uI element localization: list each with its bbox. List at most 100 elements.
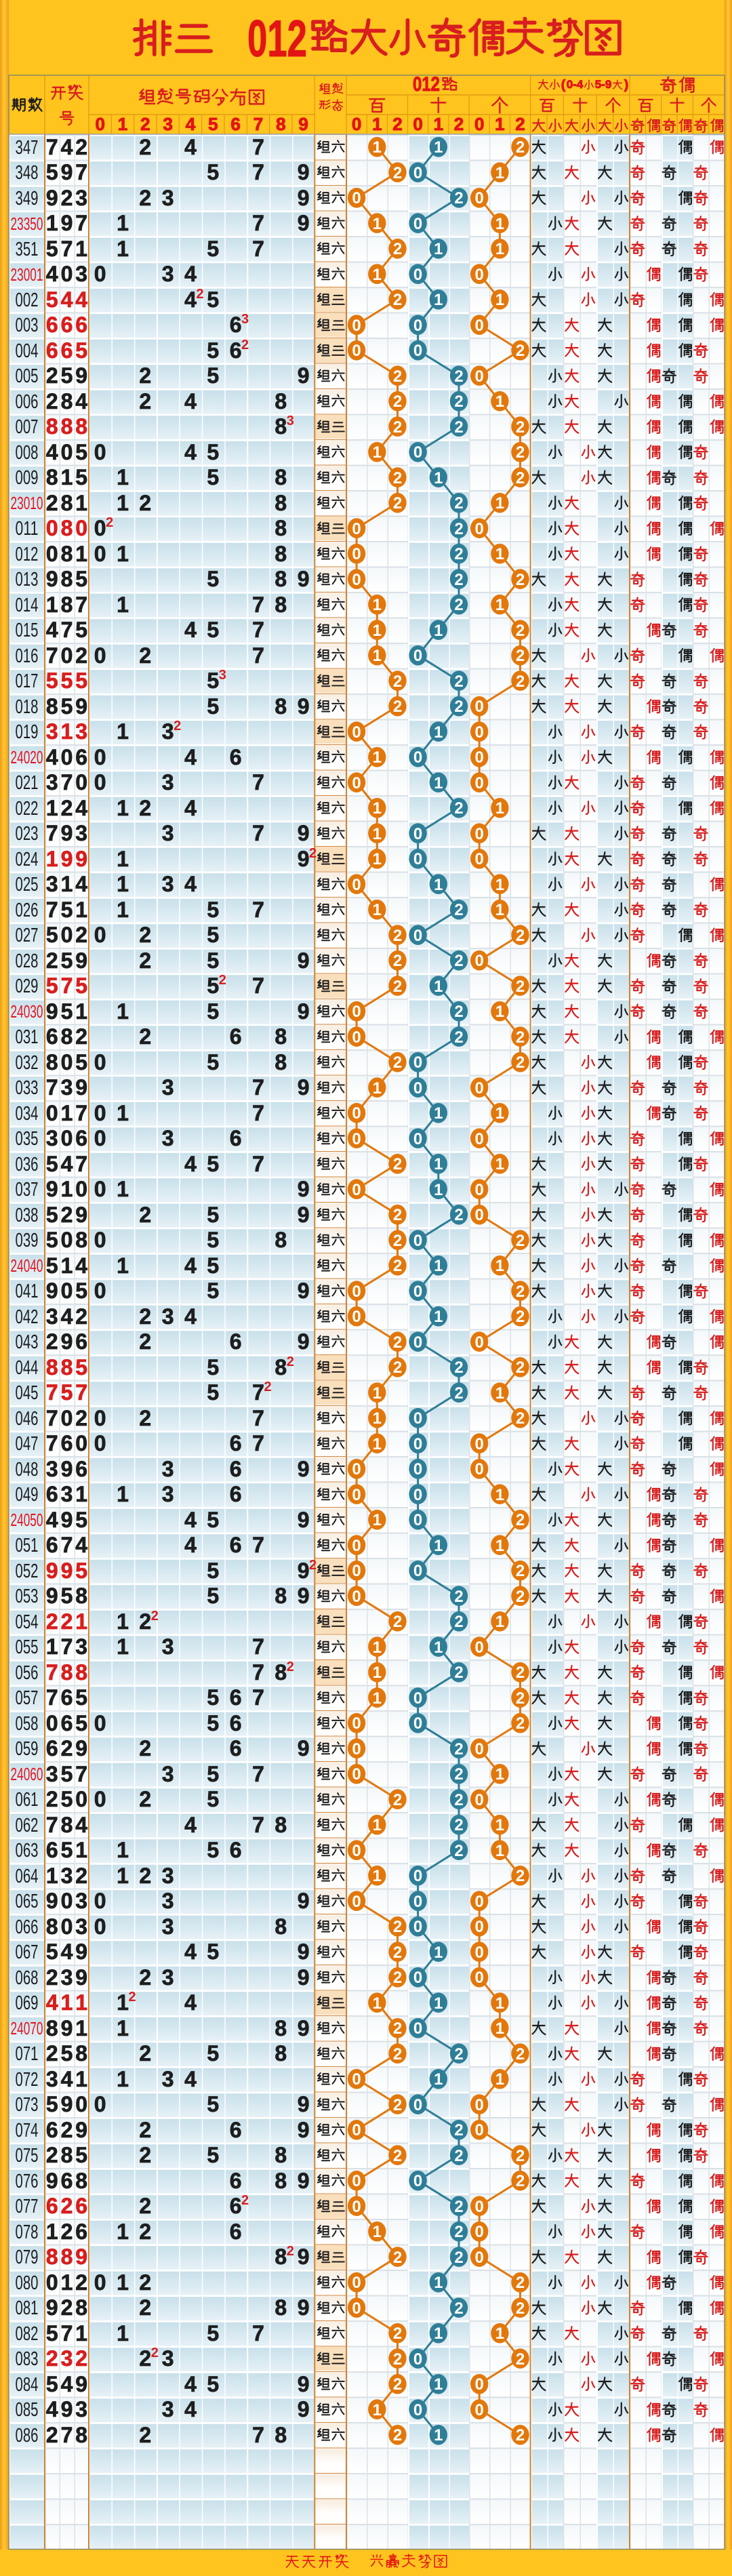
svg-text:4: 4	[61, 1152, 73, 1176]
svg-text:0: 0	[352, 2070, 361, 2089]
svg-text:2: 2	[454, 393, 463, 411]
svg-text:2: 2	[61, 1203, 73, 1227]
svg-text:0: 0	[475, 748, 484, 767]
svg-text:5: 5	[207, 160, 219, 184]
svg-text:7: 7	[61, 973, 73, 998]
svg-text:0: 0	[475, 2249, 484, 2267]
svg-text:1: 1	[75, 999, 87, 1024]
svg-text:9: 9	[298, 1177, 310, 1201]
svg-text:065: 065	[16, 1891, 39, 1912]
svg-text:1: 1	[495, 1104, 504, 1123]
svg-text:2: 2	[516, 342, 525, 360]
svg-text:041: 041	[16, 1281, 39, 1302]
svg-text:2: 2	[139, 1329, 151, 1354]
svg-text:1: 1	[434, 1537, 443, 1555]
svg-text:2: 2	[393, 2426, 402, 2444]
svg-text:1: 1	[75, 1838, 87, 1862]
svg-text:037: 037	[16, 1179, 39, 1201]
svg-text:9: 9	[46, 2169, 58, 2193]
svg-text:073: 073	[16, 2094, 39, 2116]
svg-text:0: 0	[94, 1889, 106, 1913]
svg-text:5: 5	[207, 1050, 219, 1074]
svg-text:0: 0	[352, 317, 361, 335]
svg-text:2: 2	[139, 491, 151, 515]
svg-text:7: 7	[252, 160, 264, 184]
svg-text:2: 2	[393, 1944, 402, 1962]
svg-text:3: 3	[162, 872, 174, 896]
svg-text:3: 3	[162, 1889, 174, 1913]
svg-text:0: 0	[352, 1308, 361, 1326]
svg-text:5: 5	[207, 1355, 219, 1380]
svg-text:6: 6	[230, 1533, 242, 1557]
svg-text:9: 9	[298, 1279, 310, 1303]
svg-text:0: 0	[352, 1765, 361, 1784]
svg-text:1: 1	[373, 850, 382, 868]
svg-text:2: 2	[516, 622, 525, 640]
svg-text:1: 1	[46, 2219, 58, 2244]
svg-text:5: 5	[61, 363, 73, 388]
svg-text:2: 2	[454, 1588, 463, 1606]
svg-text:8: 8	[61, 567, 73, 591]
svg-text:9: 9	[75, 363, 87, 388]
svg-text:5: 5	[75, 1279, 87, 1303]
svg-text:0: 0	[413, 342, 422, 360]
svg-text:349: 349	[16, 188, 39, 209]
svg-text:5: 5	[207, 2372, 219, 2396]
svg-text:6: 6	[230, 1126, 242, 1150]
svg-text:6: 6	[230, 1024, 242, 1049]
svg-text:2: 2	[454, 1791, 463, 1809]
svg-text:9: 9	[75, 1203, 87, 1227]
svg-text:23001: 23001	[11, 264, 43, 285]
svg-text:9: 9	[298, 948, 310, 973]
svg-text:3: 3	[163, 114, 172, 134]
svg-text:7: 7	[75, 160, 87, 184]
svg-text:5: 5	[75, 618, 87, 642]
svg-text:0: 0	[475, 2375, 484, 2394]
svg-text:0: 0	[46, 1711, 58, 1735]
svg-text:6: 6	[46, 1482, 58, 1506]
svg-text:2: 2	[516, 1562, 525, 1580]
svg-text:2: 2	[454, 189, 463, 207]
svg-text:1: 1	[117, 1609, 129, 1634]
svg-text:2: 2	[393, 2096, 402, 2114]
svg-text:8: 8	[46, 414, 58, 439]
svg-text:2: 2	[516, 1689, 525, 1708]
svg-text:3: 3	[162, 1762, 174, 1786]
svg-text:0: 0	[61, 1279, 73, 1303]
svg-text:2: 2	[516, 927, 525, 945]
svg-text:1: 1	[117, 1864, 129, 1888]
svg-text:8: 8	[46, 1914, 58, 1939]
svg-text:035: 035	[16, 1128, 39, 1150]
svg-text:3: 3	[61, 1482, 73, 1506]
svg-text:0: 0	[94, 1914, 106, 1939]
svg-text:2: 2	[139, 1864, 151, 1888]
svg-text:2: 2	[139, 1609, 151, 1634]
svg-text:2: 2	[393, 164, 402, 182]
svg-text:2: 2	[516, 1664, 525, 1682]
svg-text:6: 6	[46, 2118, 58, 2142]
svg-text:1: 1	[75, 2067, 87, 2091]
svg-text:6: 6	[46, 1838, 58, 1862]
svg-text:0: 0	[475, 723, 484, 742]
svg-text:4: 4	[184, 1508, 197, 1532]
svg-text:2: 2	[393, 1232, 402, 1250]
svg-text:2: 2	[46, 1965, 58, 1990]
svg-text:8: 8	[75, 414, 87, 439]
svg-text:8: 8	[46, 2245, 58, 2269]
svg-text:5: 5	[61, 668, 73, 693]
svg-text:012: 012	[247, 10, 307, 68]
svg-text:0: 0	[475, 2096, 484, 2114]
svg-text:2: 2	[393, 1053, 402, 1072]
svg-text:1: 1	[434, 1994, 443, 2013]
svg-text:1: 1	[434, 1257, 443, 1275]
svg-text:0: 0	[474, 114, 484, 134]
svg-text:2: 2	[139, 186, 151, 210]
svg-text:4: 4	[75, 1813, 87, 1837]
svg-text:4: 4	[184, 2397, 197, 2421]
svg-text:2: 2	[454, 799, 463, 818]
svg-text:2: 2	[46, 491, 58, 515]
svg-text:9: 9	[46, 1889, 58, 1913]
svg-text:7: 7	[252, 1533, 264, 1557]
svg-text:0: 0	[475, 1206, 484, 1224]
svg-text:9: 9	[298, 821, 310, 845]
